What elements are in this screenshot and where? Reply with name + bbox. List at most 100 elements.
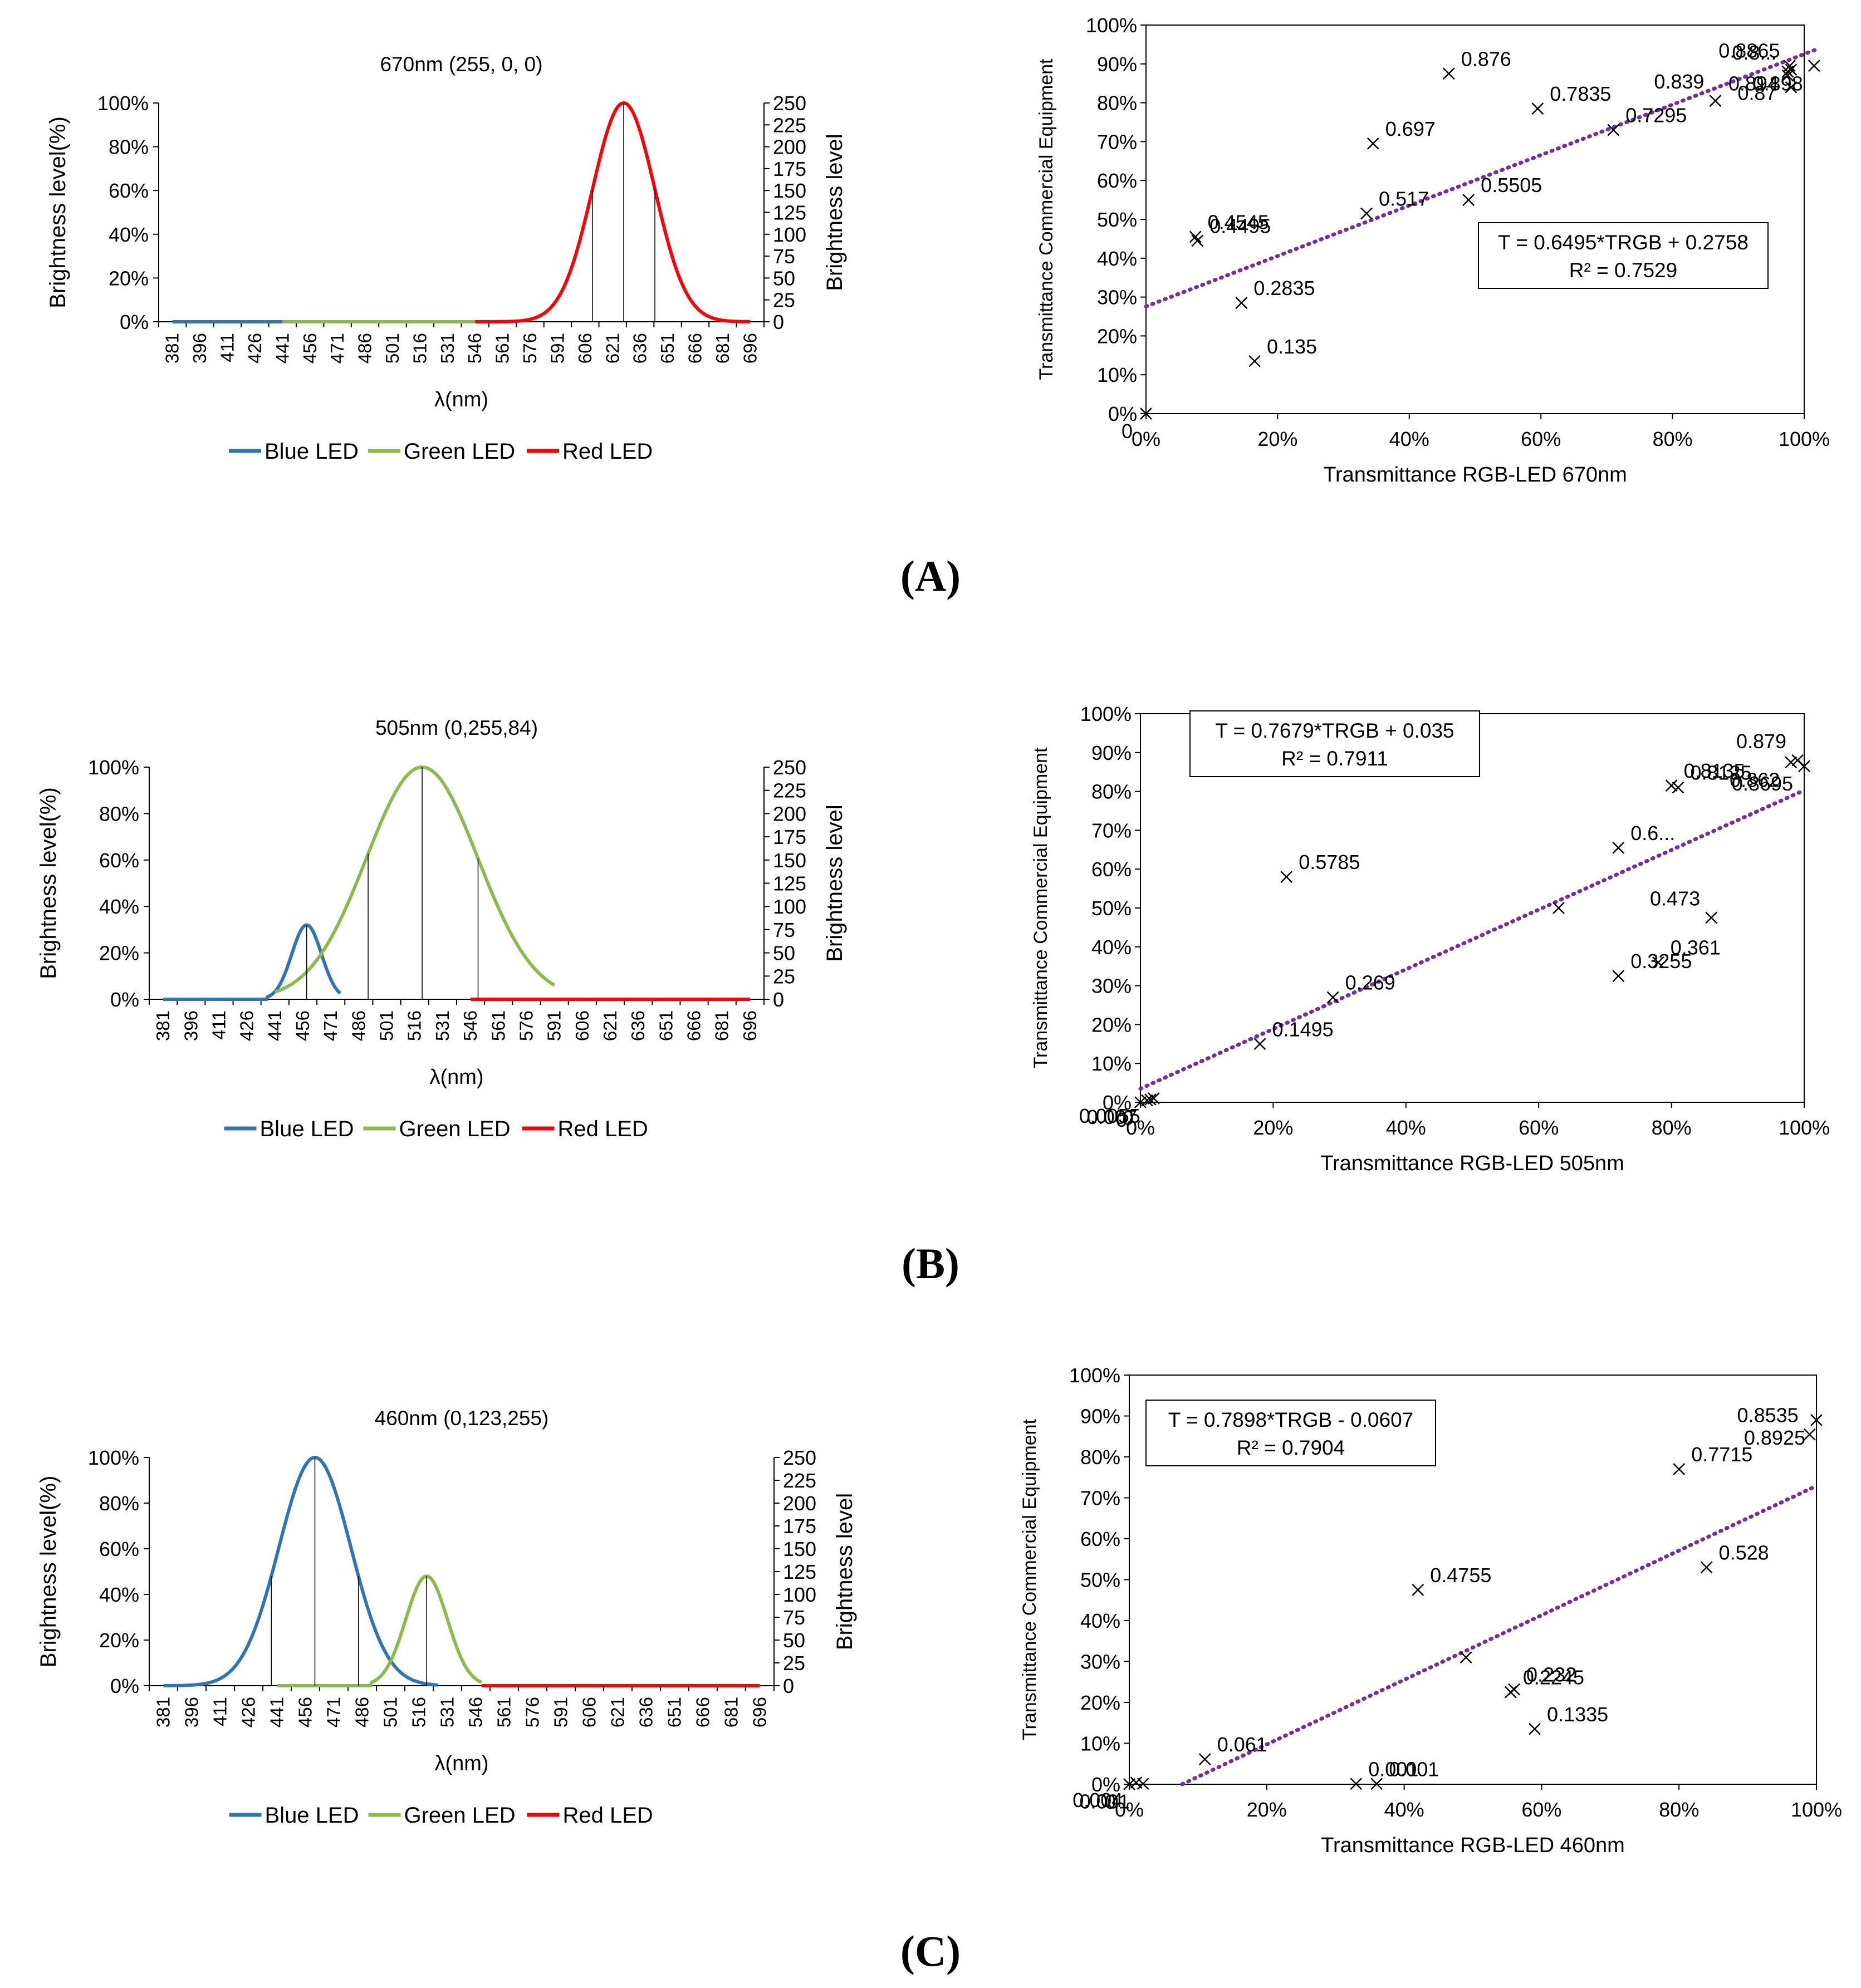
data-label: 0 [1122, 420, 1133, 443]
marker-stroke [1810, 1413, 1823, 1426]
data-point [1673, 1463, 1686, 1475]
data-label: 0.528 [1719, 1541, 1769, 1564]
x-tick-label: 80% [1653, 428, 1693, 450]
x-tick-label: 471 [327, 333, 347, 364]
y-axis-label: Transmittance Commercial Equipment [1036, 58, 1057, 380]
x-tick-label: 546 [466, 1697, 486, 1727]
spectrum-title: 460nm (0,123,255) [375, 1407, 549, 1430]
right-tick-label: 200 [773, 802, 806, 825]
spectrum-chart-0: 670nm (255, 0, 0)0%20%40%60%80%100%02550… [46, 53, 847, 464]
right-tick-label: 50 [773, 942, 795, 965]
panel-label-b: (B) [902, 1239, 959, 1288]
legend-label-red: Red LED [563, 1803, 653, 1828]
x-tick-label: 561 [488, 1010, 508, 1041]
marker-stroke [1808, 60, 1820, 72]
marker-stroke [1673, 1463, 1686, 1475]
y-tick-label: 80% [1097, 92, 1137, 115]
trendline [1180, 1484, 1819, 1786]
x-axis-label: Transmittance RGB-LED 670nm [1323, 463, 1627, 487]
data-point [1709, 95, 1722, 107]
marker-stroke [1350, 1778, 1363, 1790]
x-tick-label: 20% [1257, 428, 1297, 450]
data-label: 0.5785 [1299, 851, 1360, 873]
data-point [1147, 1092, 1160, 1105]
data-label: 0.879 [1736, 730, 1786, 753]
y-tick-label: 30% [1097, 286, 1137, 309]
y-tick-label: 90% [1091, 742, 1132, 764]
data-point [1280, 871, 1293, 883]
right-tick-label: 50 [773, 267, 795, 289]
marker-stroke [1140, 408, 1152, 420]
right-tick-label: 75 [773, 919, 795, 941]
curve-red-led [474, 101, 751, 323]
equation-text: T = 0.7898*TRGB - 0.0607 [1168, 1408, 1414, 1431]
marker-stroke [1785, 81, 1798, 94]
x-tick-label: 576 [520, 333, 540, 364]
x-tick-label: 60% [1521, 428, 1561, 450]
equation-frame [1145, 1400, 1436, 1466]
x-tick-label: 696 [750, 1697, 770, 1727]
data-label: 0.4495 [1209, 214, 1271, 237]
x-tick-label: 681 [721, 1697, 742, 1727]
y-tick-label: 50% [1080, 1569, 1120, 1592]
x-tick-label: 381 [153, 1697, 174, 1727]
data-point [1140, 408, 1152, 420]
data-label: 0.8535 [1737, 1404, 1799, 1427]
data-label: 0.8865 [1718, 39, 1780, 62]
data-point [1350, 1778, 1363, 1790]
data-label: 0.7715 [1691, 1443, 1752, 1466]
legend-label-blue: Blue LED [260, 1117, 354, 1141]
x-tick-label: 621 [600, 1010, 620, 1041]
marker-stroke [1326, 991, 1339, 1004]
data-label: 0.2835 [1253, 277, 1315, 300]
y-tick-label: 10% [1097, 364, 1137, 386]
data-point [1529, 1722, 1541, 1735]
data-label: 0.061 [1217, 1733, 1267, 1756]
r2-text: R² = 0.7911 [1281, 747, 1388, 770]
trendline [1144, 47, 1820, 308]
data-point [1531, 102, 1544, 115]
marker-stroke [1130, 1776, 1143, 1789]
data-label: 0.001 [1389, 1758, 1439, 1780]
x-tick-label: 60% [1521, 1798, 1561, 1821]
x-tick-label: 100% [1779, 1116, 1830, 1139]
data-point [1553, 902, 1565, 914]
right-tick-label: 150 [773, 179, 806, 202]
marker-stroke [1531, 102, 1544, 115]
x-tick-label: 381 [153, 1010, 173, 1041]
marker-stroke [1781, 69, 1794, 82]
marker-stroke [1672, 781, 1684, 794]
right-tick-label: 175 [773, 826, 806, 848]
data-label: 0.1335 [1547, 1703, 1608, 1726]
y-tick-label: 70% [1091, 819, 1132, 842]
right-tick-label: 75 [783, 1606, 805, 1629]
marker-stroke [1191, 234, 1204, 247]
y-tick-label: 30% [1091, 975, 1132, 998]
marker-stroke [1144, 1093, 1157, 1106]
marker-stroke [1785, 756, 1798, 769]
x-tick-label: 60% [1519, 1116, 1559, 1139]
data-point [1700, 1561, 1713, 1574]
x-tick-label: 40% [1389, 428, 1429, 450]
x-tick-label: 606 [579, 1697, 600, 1727]
marker-stroke [1709, 95, 1722, 107]
right-tick-label: 125 [783, 1560, 816, 1583]
left-tick-label: 40% [99, 895, 139, 918]
marker-stroke [1803, 1428, 1816, 1441]
right-tick-label: 250 [773, 756, 806, 779]
legend-label-red: Red LED [562, 439, 653, 464]
left-tick-label: 40% [109, 223, 149, 246]
y-tick-label: 30% [1080, 1651, 1120, 1673]
data-point [1367, 138, 1379, 150]
data-label: 0 [1123, 1107, 1134, 1130]
x-tick-label: 80% [1659, 1798, 1699, 1821]
right-tick-label: 50 [783, 1629, 805, 1652]
x-tick-label: 441 [272, 333, 292, 364]
data-point [1785, 756, 1798, 769]
x-tick-label: 591 [551, 1697, 571, 1727]
left-tick-label: 60% [109, 179, 149, 202]
data-point [1360, 207, 1373, 220]
data-label: 0.894 [1728, 72, 1779, 95]
right-tick-label: 25 [783, 1652, 805, 1675]
